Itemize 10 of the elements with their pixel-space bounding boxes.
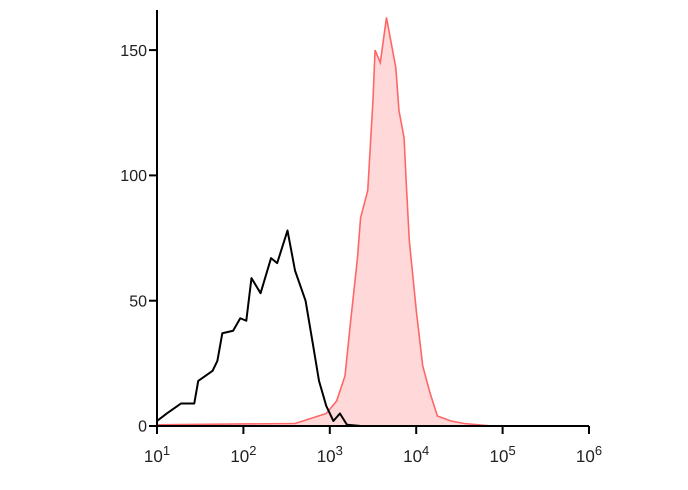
x-tick-label: 10$^{2}$: [230, 442, 256, 466]
y-tick-label: 50: [129, 293, 148, 310]
x-tick-label: 10$^{4}$: [403, 442, 430, 466]
y-tick-label: 0: [138, 418, 148, 436]
x-tick-label: 10$^{3}$: [316, 442, 343, 466]
y-tick-label: 150: [120, 42, 148, 60]
y-tick-label: 100: [120, 168, 148, 186]
x-tick-label: 10$^{1}$: [144, 442, 170, 466]
x-tick-label: 10$^{6}$: [576, 442, 602, 466]
x-tick-label: 10$^{5}$: [490, 442, 516, 466]
